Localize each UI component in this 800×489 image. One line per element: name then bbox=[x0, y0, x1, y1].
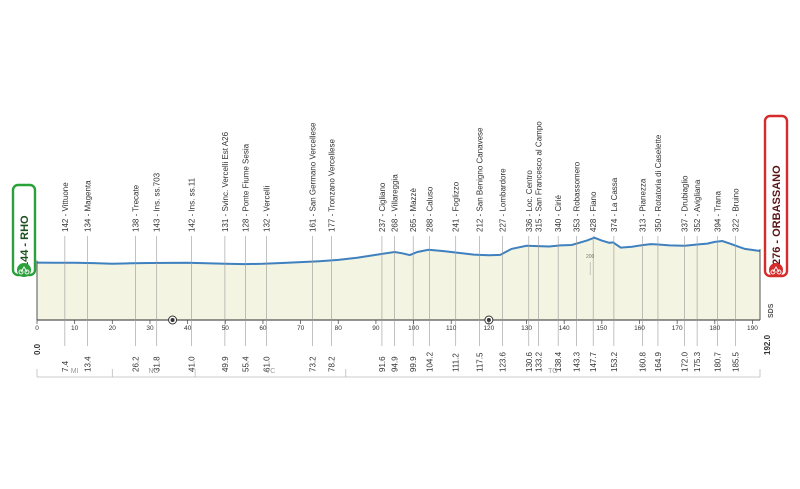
km-tick-label: 40 bbox=[184, 325, 192, 332]
waypoint-km-label: 55.4 bbox=[242, 356, 251, 372]
province-label: VC bbox=[266, 368, 276, 375]
profile-area bbox=[37, 237, 760, 320]
km-tick-label: 80 bbox=[335, 325, 343, 332]
waypoint-km-label: 99.9 bbox=[409, 356, 418, 372]
km-tick-label: 110 bbox=[446, 325, 457, 332]
km-tick-label: 0 bbox=[35, 325, 39, 332]
km-tick-label: 10 bbox=[71, 325, 79, 332]
waypoint-km-label: 111.2 bbox=[452, 353, 461, 372]
finish-km-label: 192.0 bbox=[763, 334, 772, 355]
km-tick-label: 30 bbox=[146, 325, 154, 332]
waypoint-km-label: 138.4 bbox=[554, 351, 563, 372]
waypoint-label: 131 - Svinc. Vercelli Est A26 bbox=[221, 131, 230, 232]
waypoint-label: 394 - Trana bbox=[713, 191, 722, 232]
waypoint-km-label: 123.6 bbox=[498, 351, 507, 372]
waypoint-km-label: 94.9 bbox=[390, 356, 399, 372]
waypoint-km-label: 185.5 bbox=[732, 351, 741, 372]
waypoint-label: 428 - Fiano bbox=[589, 191, 598, 232]
start-bike-icon bbox=[17, 263, 31, 277]
finish-label: 276 - ORBASSANO bbox=[771, 165, 783, 265]
waypoint-km-label: 31.8 bbox=[153, 356, 162, 372]
km-tick-label: 50 bbox=[222, 325, 230, 332]
km-tick-label: 190 bbox=[747, 325, 758, 332]
waypoint-km-label: 147.7 bbox=[589, 351, 598, 372]
km-tick-label: 130 bbox=[521, 325, 532, 332]
waypoint-km-label: 143.3 bbox=[573, 351, 582, 372]
waypoint-km-label: 91.6 bbox=[378, 356, 387, 372]
waypoint-label: 337 - Drubiaglio bbox=[681, 175, 690, 232]
waypoint-label: 128 - Ponte Fiume Sesia bbox=[242, 143, 251, 232]
waypoint-label: 288 - Caluso bbox=[425, 186, 434, 232]
km-tick-label: 170 bbox=[672, 325, 683, 332]
km-tick-label: 150 bbox=[596, 325, 607, 332]
km-tick-label: 60 bbox=[259, 325, 267, 332]
waypoint-label: 138 - Trecate bbox=[132, 184, 141, 232]
km-tick-label: 180 bbox=[709, 325, 720, 332]
waypoint-label: 265 - Mazzè bbox=[409, 187, 418, 232]
waypoint-label: 227 - Lombardore bbox=[498, 168, 507, 232]
km-tick-label: 90 bbox=[372, 325, 380, 332]
waypoint-label: 132 - Vercelli bbox=[263, 186, 272, 232]
elevation-200-label: 200 bbox=[586, 254, 595, 260]
sprint-icon-dot bbox=[170, 318, 175, 322]
waypoint-km-label: 160.8 bbox=[639, 351, 648, 372]
waypoint-label: 142 - Ins. ss.11 bbox=[187, 177, 196, 232]
waypoint-km-label: 175.3 bbox=[693, 351, 702, 372]
waypoint-km-label: 180.7 bbox=[713, 351, 722, 372]
km-tick-label: 20 bbox=[109, 325, 117, 332]
waypoint-label: 143 - Ins. ss.703 bbox=[153, 172, 162, 232]
waypoint-km-label: 78.2 bbox=[327, 356, 336, 372]
province-label: TO bbox=[548, 368, 558, 375]
waypoint-km-label: 172.0 bbox=[681, 351, 690, 372]
waypoint-label: 177 - Tronzano Vercellese bbox=[327, 139, 336, 232]
km-tick-label: 100 bbox=[408, 325, 419, 332]
waypoint-label: 268 - Villareggia bbox=[390, 174, 399, 232]
waypoint-label: 336 - Loc. Centro bbox=[525, 170, 534, 232]
waypoint-km-label: 73.2 bbox=[309, 356, 318, 372]
finish-bike-glyph bbox=[770, 266, 782, 275]
waypoint-label: 322 - Bruino bbox=[732, 188, 741, 232]
km-tick-label: 140 bbox=[559, 325, 570, 332]
waypoint-label: 237 - Cigliano bbox=[378, 182, 387, 232]
start-label: 144 - RHO bbox=[19, 215, 31, 268]
km-tick-label: 160 bbox=[634, 325, 645, 332]
waypoint-label: 340 - Cirié bbox=[554, 195, 563, 232]
km-tick-label: 70 bbox=[297, 325, 305, 332]
waypoint-km-label: 130.6 bbox=[525, 351, 534, 372]
waypoint-label: 374 - La Cassa bbox=[610, 177, 619, 232]
waypoint-km-label: 117.5 bbox=[475, 352, 484, 372]
waypoint-label: 241 - Foglizzo bbox=[452, 181, 461, 232]
brand-logo: SDS bbox=[768, 303, 775, 318]
province-label: MI bbox=[71, 368, 79, 375]
waypoint-km-label: 61.0 bbox=[263, 356, 272, 372]
finish-bike-icon bbox=[769, 263, 783, 277]
waypoint-km-label: 164.9 bbox=[654, 351, 663, 372]
waypoint-km-label: 13.4 bbox=[83, 356, 92, 372]
waypoint-km-label: 49.9 bbox=[221, 356, 230, 372]
waypoint-label: 313 - Pianezza bbox=[639, 178, 648, 232]
km-tick-label: 120 bbox=[483, 325, 494, 332]
waypoint-label: 212 - San Benigno Canavese bbox=[475, 127, 484, 232]
waypoint-label: 352 - Avigliana bbox=[693, 179, 702, 232]
waypoint-label: 134 - Magenta bbox=[83, 180, 92, 232]
waypoint-label: 350 - Rotatoria di Caselette bbox=[654, 134, 663, 232]
waypoint-km-label: 133.2 bbox=[535, 351, 544, 372]
waypoint-km-label: 153.2 bbox=[610, 351, 619, 372]
waypoint-label: 161 - San Germano Vercellese bbox=[309, 122, 318, 232]
waypoint-label: 142 - Vittuone bbox=[61, 182, 70, 232]
waypoint-km-label: 7.4 bbox=[61, 360, 70, 372]
waypoint-km-label: 26.2 bbox=[132, 356, 141, 372]
waypoint-label: 353 - Robassomero bbox=[573, 161, 582, 232]
waypoint-label: 315 - San Francesco al Campo bbox=[535, 121, 544, 232]
province-label: NO bbox=[148, 368, 159, 375]
start-km-label: 0.0 bbox=[33, 343, 42, 355]
start-bike-glyph bbox=[18, 266, 30, 275]
profile-line bbox=[36, 236, 761, 266]
waypoint-km-label: 104.2 bbox=[425, 351, 434, 372]
waypoint-km-label: 41.0 bbox=[187, 356, 196, 372]
